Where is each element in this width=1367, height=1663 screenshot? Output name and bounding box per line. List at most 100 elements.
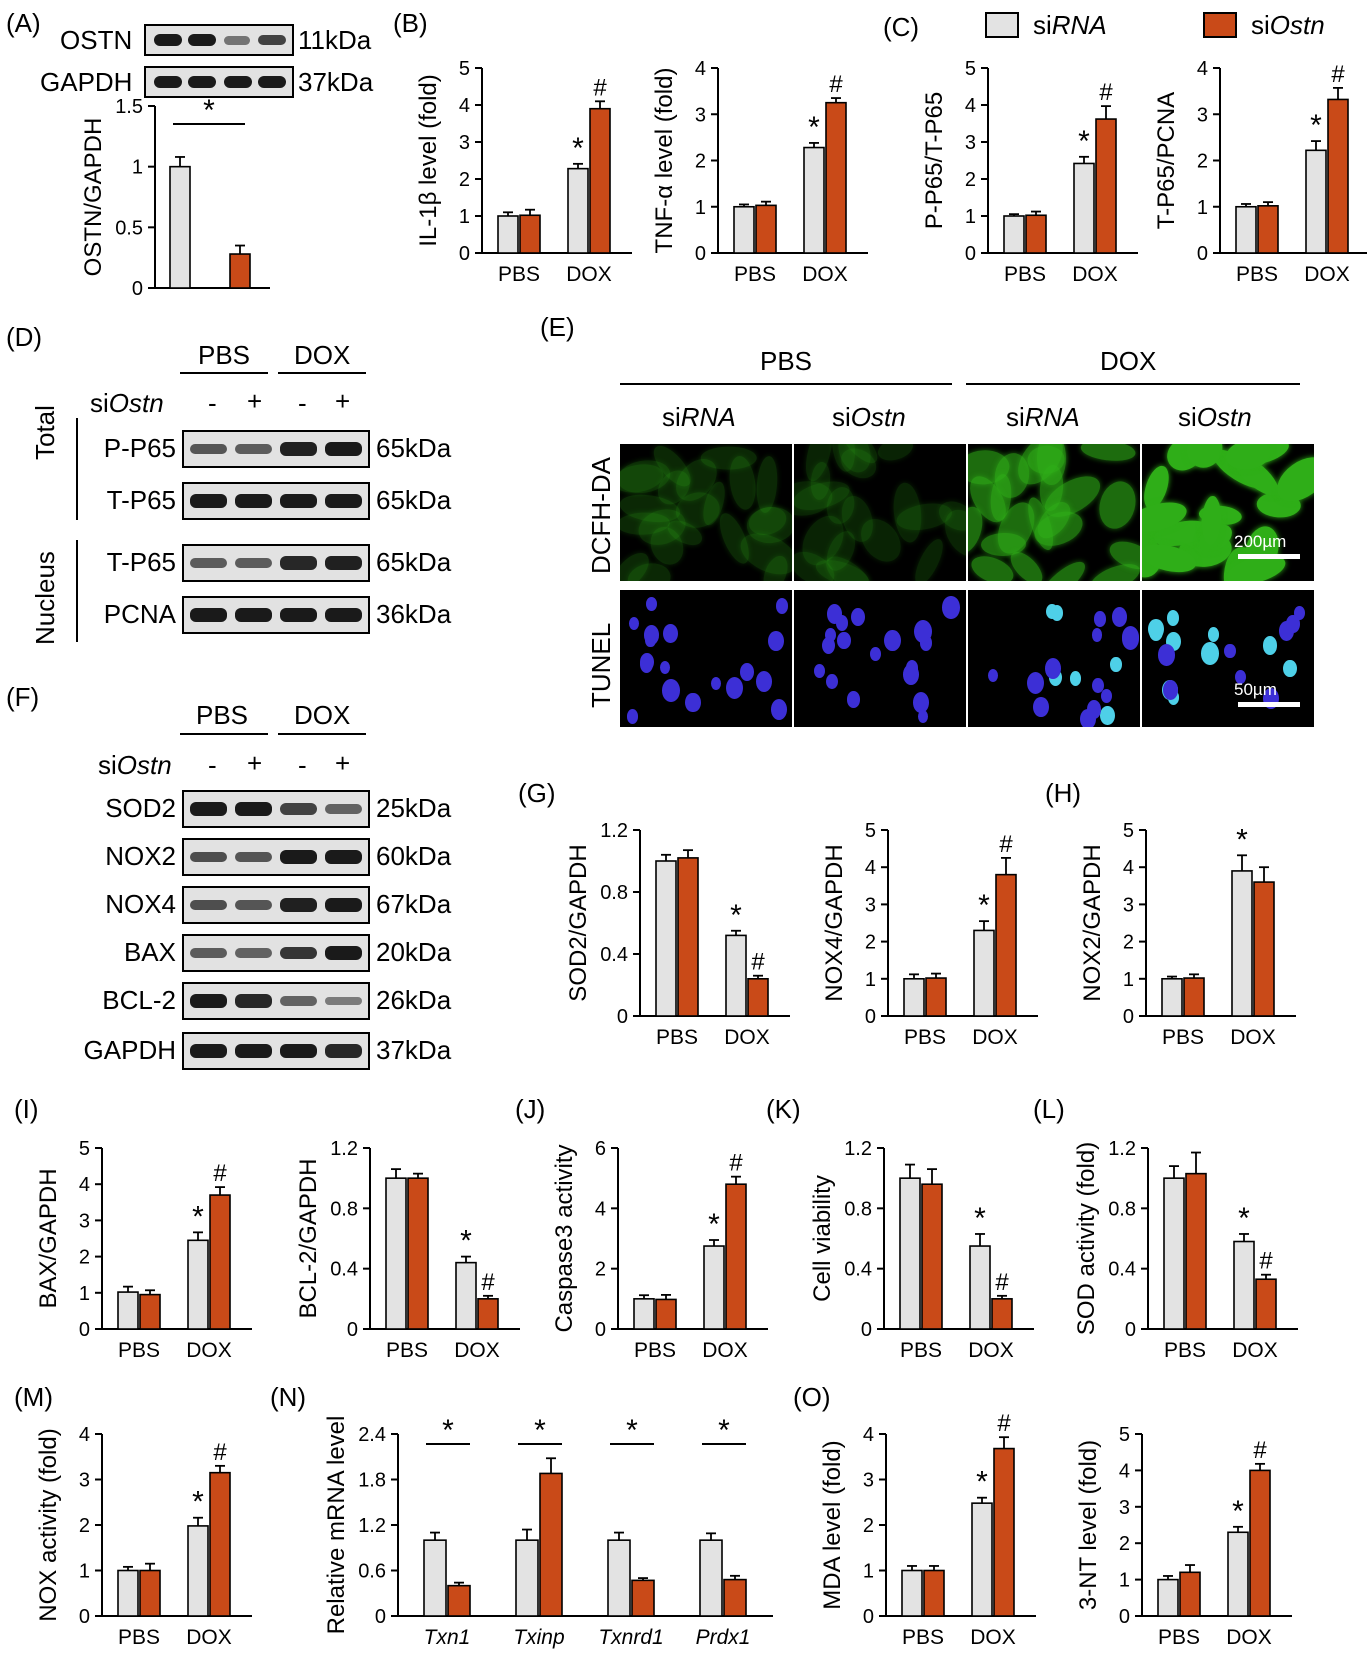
nucleus [1224, 643, 1236, 659]
y-tick-label: 1 [965, 206, 976, 228]
blot-band [280, 996, 317, 1006]
blot-row [182, 1032, 370, 1070]
x-tick-label: Txn1 [424, 1626, 471, 1649]
x-tick-label: PBS [634, 1339, 676, 1362]
significance-mark: # [1099, 79, 1113, 106]
bar [631, 1579, 655, 1617]
bar [699, 1539, 723, 1617]
x-tick-label: DOX [454, 1339, 500, 1362]
y-tick-label: 0 [132, 278, 143, 300]
bar [825, 101, 847, 254]
significance-mark: * [974, 1202, 986, 1235]
tunel-positive-nucleus [1100, 705, 1115, 725]
significance-mark: * [1238, 1202, 1250, 1235]
bar [925, 977, 947, 1017]
significance-mark: * [1236, 823, 1248, 856]
y-axis-label: SOD2/GAPDH [565, 844, 592, 1001]
y-tick-label: 5 [1119, 1424, 1130, 1446]
blot-protein-label: SOD2 [105, 793, 176, 823]
bar [901, 1569, 923, 1617]
nucleus [645, 633, 656, 647]
bar [723, 1578, 747, 1617]
nucleus [739, 663, 754, 682]
x-tick-label: PBS [734, 263, 776, 286]
y-axis-label: TNF-α level (fold) [651, 68, 678, 254]
blot-f-group-dox: DOX [294, 700, 351, 730]
y-tick-label: 0 [79, 1319, 90, 1341]
x-tick-label: PBS [902, 1626, 944, 1649]
y-axis-label: Relative mRNA level [323, 1416, 350, 1635]
significance-mark: # [997, 1410, 1011, 1437]
blot-row [182, 596, 370, 634]
x-tick-label: PBS [900, 1339, 942, 1362]
blot-row [182, 934, 370, 972]
blot-band [280, 898, 317, 912]
bar [725, 1183, 747, 1330]
blot-band [235, 608, 272, 622]
tunel-positive-nucleus [1201, 642, 1220, 666]
bar [993, 1447, 1015, 1617]
y-tick-label: 3 [695, 104, 706, 126]
x-tick-label: DOX [1304, 263, 1350, 286]
significance-mark: # [1331, 61, 1345, 88]
panel-letter-a: (A) [6, 8, 41, 38]
y-axis-label: IL-1β level (fold) [415, 74, 442, 247]
bar [1157, 1578, 1179, 1617]
bar [655, 1298, 677, 1330]
significance-mark: # [751, 949, 765, 976]
panel-e-group-line-pbs [620, 383, 952, 385]
scale-bar [1238, 702, 1300, 707]
y-tick-label: 1 [79, 1283, 90, 1305]
blot-f-lane-sign: - [298, 750, 307, 780]
panel-letter-e: (E) [540, 312, 575, 342]
nucleus [662, 679, 680, 702]
y-tick-label: 0.5 [115, 217, 143, 239]
y-tick-label: 0 [1197, 243, 1208, 265]
blot-d-sirna-label: siOstn [90, 388, 164, 418]
blot-band [280, 494, 317, 508]
blot-band [280, 850, 317, 864]
y-axis-label: OSTN/GAPDH [80, 118, 107, 277]
bar [755, 204, 777, 254]
y-tick-label: 3 [865, 894, 876, 916]
y-tick-label: 3 [79, 1470, 90, 1492]
bar [899, 1177, 921, 1330]
panel-letter-f: (F) [6, 682, 40, 712]
bar [733, 205, 755, 254]
y-tick-label: 0 [861, 1319, 872, 1341]
blot-band [325, 898, 362, 912]
scale-bar [1238, 554, 1300, 559]
y-tick-label: 1 [1123, 969, 1134, 991]
tunel-positive-nucleus [1166, 609, 1179, 626]
tunel-positive-nucleus [1148, 622, 1164, 642]
blot-d-section-line-nucleus [76, 540, 78, 642]
y-tick-label: 0 [1125, 1319, 1136, 1341]
nucleus [847, 691, 860, 708]
y-tick-label: 5 [459, 58, 470, 80]
y-tick-label: 0 [79, 1606, 90, 1628]
blot-band [235, 444, 272, 454]
y-tick-label: 0.6 [358, 1561, 386, 1583]
blot-protein-label: NOX4 [105, 889, 176, 919]
y-tick-label: 0 [347, 1319, 358, 1341]
blot-band [280, 803, 317, 815]
blot-f-group-line-pbs [180, 733, 268, 735]
tunel-positive-nucleus [1283, 659, 1297, 678]
blot-protein-label: P-P65 [103, 433, 176, 463]
panel-letter-m: (M) [14, 1382, 53, 1412]
nucleus [1286, 615, 1300, 633]
y-tick-label: 0.8 [844, 1198, 872, 1220]
cell [1079, 444, 1137, 464]
x-tick-label: PBS [656, 1026, 698, 1049]
nucleus [626, 708, 639, 724]
bar [1253, 881, 1275, 1017]
significance-mark: * [808, 111, 820, 144]
x-tick-label: PBS [386, 1339, 428, 1362]
blot-band [280, 442, 317, 456]
significance-mark: # [1259, 1248, 1273, 1275]
bar [1179, 1571, 1201, 1617]
cell [910, 535, 949, 581]
significance-mark: * [718, 1414, 730, 1447]
y-tick-label: 2 [695, 151, 706, 173]
bar [229, 253, 251, 289]
